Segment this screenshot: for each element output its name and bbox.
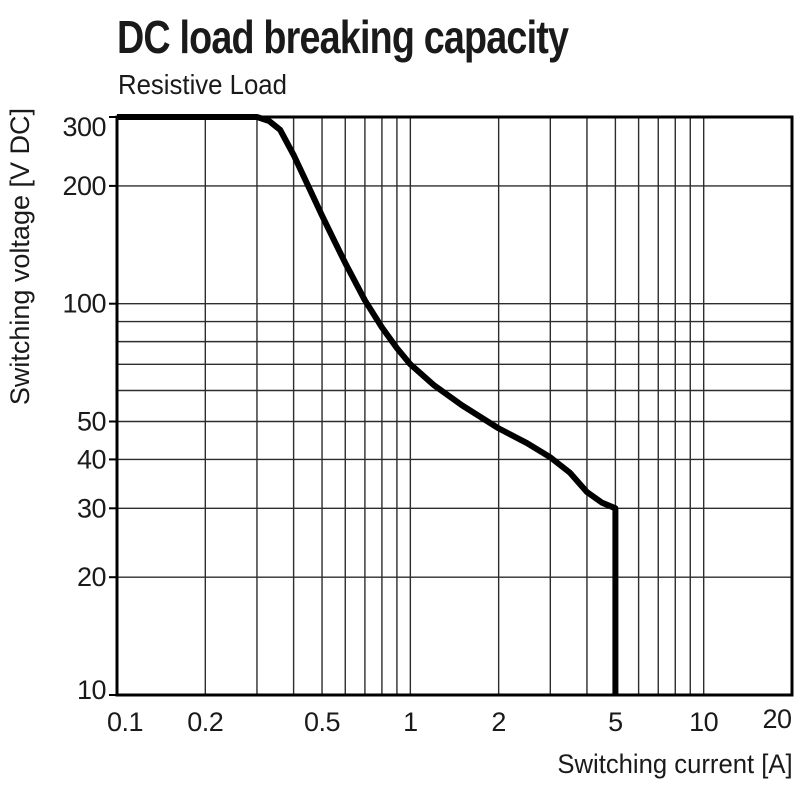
y-tick-label-50: 50 [77,406,106,436]
y-tick-label-10: 10 [77,675,106,705]
resistive-load-breaking-capacity-curve [117,114,619,695]
x-tick-label-1: 1 [403,707,418,737]
x-tick-label-0.2: 0.2 [187,707,223,737]
x-tick-label-2: 2 [491,707,506,737]
x-tick-label-0.1: 0.1 [107,707,143,737]
x-tick-label-20: 20 [762,704,791,734]
x-axis-title: Switching current [A] [557,749,793,779]
x-tick-label-5: 5 [608,707,623,737]
plot-border [115,115,794,697]
y-tick-label-40: 40 [77,444,106,474]
y-tick-label-30: 30 [77,493,106,523]
y-tick-label-100: 100 [62,289,106,319]
y-tick-label-20: 20 [77,562,106,592]
y-tick-label-300: 300 [62,112,106,142]
x-tick-label-0.5: 0.5 [304,707,340,737]
chart-title: DC load breaking capacity [117,11,569,63]
chart-subtitle: Resistive Load [118,69,287,100]
y-tick-label-200: 200 [62,171,106,201]
x-tick-label-10: 10 [689,707,718,737]
